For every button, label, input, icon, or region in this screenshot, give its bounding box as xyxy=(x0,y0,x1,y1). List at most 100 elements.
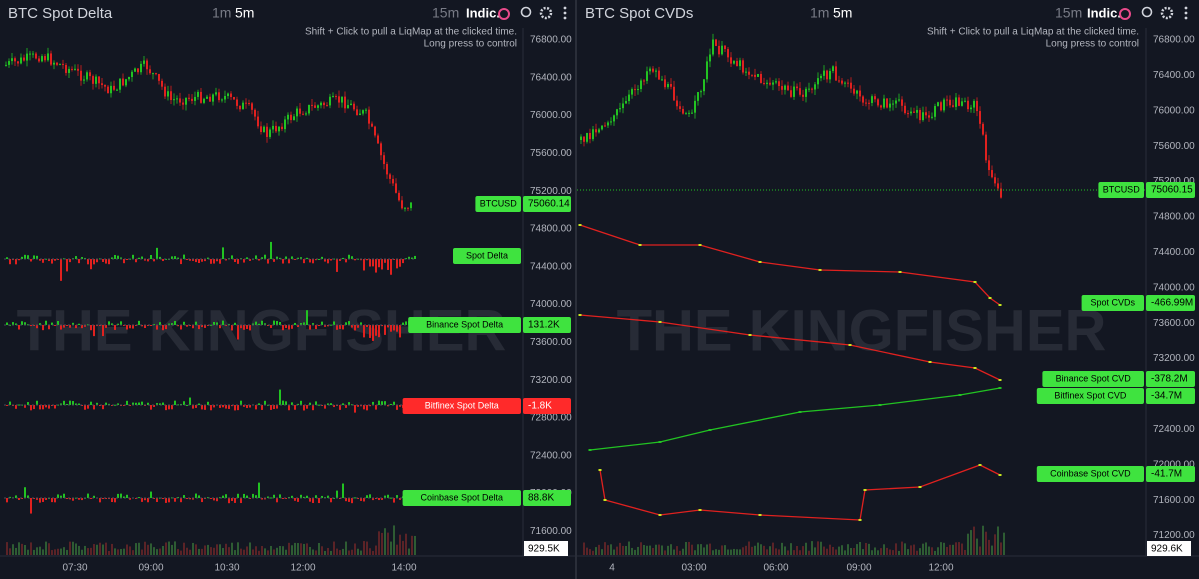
delta-bar xyxy=(48,405,50,409)
delta-bar xyxy=(78,403,80,405)
delta-bar xyxy=(390,497,392,499)
indicator-icon[interactable] xyxy=(1119,8,1131,20)
delta-bar xyxy=(216,322,218,325)
menu-dot[interactable] xyxy=(1184,6,1188,10)
timeframe-button[interactable]: 1m xyxy=(810,5,829,21)
volume-bar xyxy=(333,541,335,555)
delta-bar xyxy=(387,259,389,270)
volume-bar xyxy=(709,543,711,555)
delta-bar xyxy=(111,257,113,259)
volume-bar xyxy=(90,547,92,555)
value-label-bg xyxy=(523,196,571,212)
timeframe-button[interactable]: 5m xyxy=(833,5,852,21)
x-tick-label: 12:00 xyxy=(290,563,315,574)
delta-bar xyxy=(291,256,293,259)
volume-bar xyxy=(252,549,254,555)
timeframe-button[interactable]: 15m xyxy=(1055,5,1082,21)
volume-bar xyxy=(688,541,690,555)
candle-body xyxy=(74,68,76,70)
volume-bar xyxy=(213,547,215,555)
delta-bar xyxy=(96,402,98,405)
delta-bar xyxy=(261,257,263,259)
candle-body xyxy=(838,80,840,82)
delta-bar xyxy=(264,254,266,259)
volume-bar xyxy=(685,542,687,555)
delta-bar xyxy=(63,400,65,405)
candle-body xyxy=(281,126,283,130)
search-icon[interactable] xyxy=(1141,6,1153,18)
volume-bar xyxy=(877,550,879,555)
candle-body xyxy=(137,68,139,73)
volume-bar xyxy=(210,547,212,555)
delta-bar xyxy=(192,259,194,261)
delta-bar xyxy=(393,401,395,405)
volume-bar xyxy=(195,544,197,555)
delta-bar xyxy=(321,321,323,325)
candle-body xyxy=(757,73,759,77)
cvd-tick xyxy=(758,261,762,263)
delta-bar xyxy=(222,320,224,325)
delta-bar xyxy=(210,498,212,500)
candle-body xyxy=(56,62,58,65)
delta-bar xyxy=(333,321,335,325)
volume-bar xyxy=(72,541,74,555)
volume-bar xyxy=(237,542,239,555)
settings-icon[interactable] xyxy=(1160,6,1174,20)
menu-dot[interactable] xyxy=(563,16,567,20)
volume-bar xyxy=(255,546,257,555)
indicators-button[interactable]: Indic. xyxy=(466,5,500,20)
volume-bar xyxy=(589,549,591,555)
hint-text: Shift + Click to pull a LiqMap at the cl… xyxy=(305,27,517,38)
candle-body xyxy=(862,96,864,103)
delta-bar xyxy=(228,323,230,325)
delta-bar xyxy=(207,401,209,405)
delta-bar xyxy=(279,322,281,325)
timeframe-button[interactable]: 15m xyxy=(432,5,459,21)
delta-bar xyxy=(381,259,383,270)
candle-body xyxy=(179,98,181,103)
menu-dot[interactable] xyxy=(563,6,567,10)
delta-bar xyxy=(291,325,293,329)
delta-bar xyxy=(312,405,314,411)
volume-bar xyxy=(348,550,350,555)
delta-bar xyxy=(105,402,107,405)
candle-body xyxy=(47,53,49,61)
candle-body xyxy=(955,97,957,107)
delta-bar xyxy=(246,257,248,259)
candle-body xyxy=(751,74,753,76)
candle-body xyxy=(781,86,783,90)
delta-bar xyxy=(336,325,338,330)
timeframe-button[interactable]: 5m xyxy=(235,5,254,21)
timeframe-button[interactable]: 1m xyxy=(212,5,231,21)
indicator-icon[interactable] xyxy=(498,8,510,20)
value-label: 88.8K xyxy=(528,493,554,504)
volume-bar xyxy=(691,544,693,555)
candle-body xyxy=(928,115,930,118)
x-tick-label: 12:00 xyxy=(928,563,953,574)
menu-dot[interactable] xyxy=(1184,16,1188,20)
value-label: -1.8K xyxy=(528,401,552,412)
y-tick-label: 73200.00 xyxy=(1153,353,1195,364)
delta-bar xyxy=(180,498,182,503)
delta-bar xyxy=(96,325,98,327)
candle-body xyxy=(287,114,289,120)
y-tick-label: 74800.00 xyxy=(530,224,572,235)
settings-icon[interactable] xyxy=(539,6,553,20)
chart-panel: THE KINGFISHER BTC Spot CVDs 1m 5m 15m Indic.… xyxy=(577,5,1199,574)
x-tick-label: 4 xyxy=(609,563,615,574)
delta-bar xyxy=(231,405,233,407)
volume-bar xyxy=(78,545,80,555)
volume-bar xyxy=(135,543,137,555)
menu-dot[interactable] xyxy=(563,11,567,15)
volume-bar xyxy=(33,549,35,555)
search-icon[interactable] xyxy=(520,6,532,18)
candle-body xyxy=(344,96,346,109)
delta-bar xyxy=(333,405,335,408)
delta-bar xyxy=(48,259,50,262)
delta-bar xyxy=(342,325,344,330)
delta-bar xyxy=(66,325,68,326)
candle-body xyxy=(122,78,124,86)
indicators-button[interactable]: Indic. xyxy=(1087,5,1121,20)
candle-body xyxy=(679,106,681,109)
menu-dot[interactable] xyxy=(1184,11,1188,15)
